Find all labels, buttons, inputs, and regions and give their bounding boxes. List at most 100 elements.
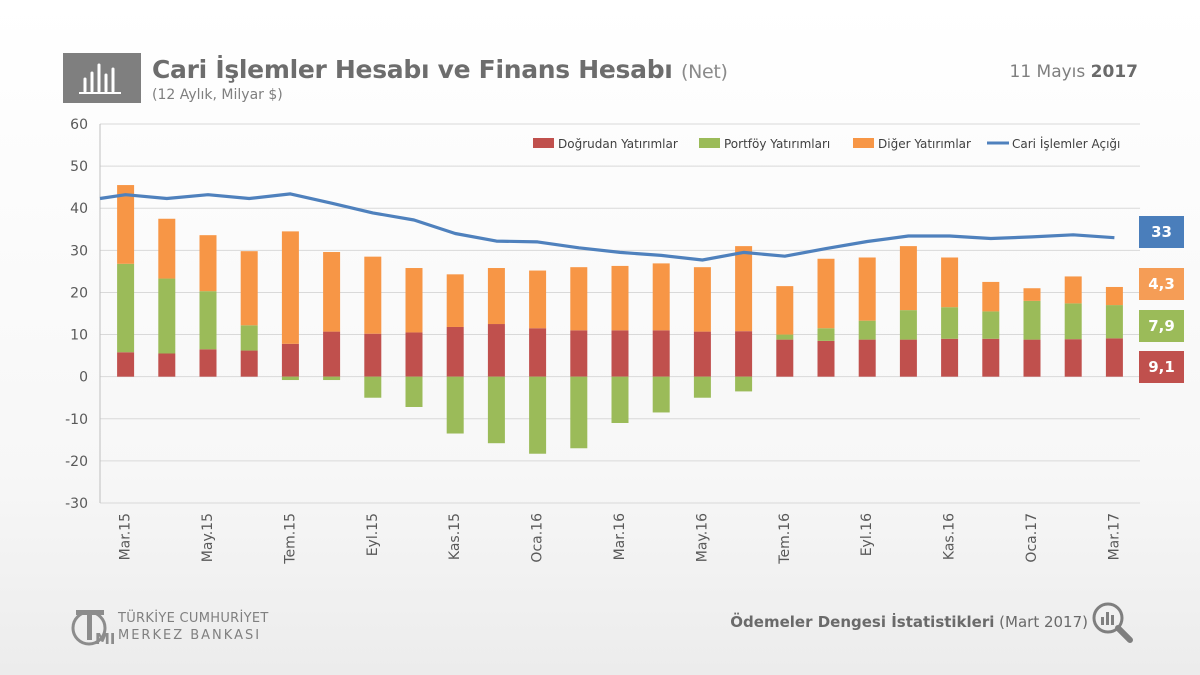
page-title: Cari İşlemler Hesabı ve Finans Hesabı (N… [152,55,728,84]
svg-text:MB: MB [95,630,114,648]
legend-label: Cari İşlemler Açığı [1012,136,1120,151]
badge-other-investment: 4,3 [1139,268,1184,300]
date-day-month: 11 Mayıs [1009,62,1086,82]
date-year: 2017 [1090,62,1138,82]
bar-direct-investment [570,330,588,377]
report-date: 11 Mayıs 2017 [1010,62,1139,82]
central-bank-logo: MB [71,610,114,648]
bar-other-investment [446,274,464,327]
bar-portfolio-investment [776,334,794,340]
legend-label: Portföy Yatırımları [724,137,830,151]
bar-portfolio-investment [364,376,382,398]
bar-direct-investment [693,331,711,377]
y-tick-label: 50 [70,159,88,175]
title-suffix: (Net) [680,61,728,83]
title-main: Cari İşlemler Hesabı ve Finans Hesabı [152,55,673,84]
bar-direct-investment [487,324,505,377]
bar-direct-investment [899,339,917,377]
bar-portfolio-investment [652,376,670,413]
bar-direct-investment [117,352,135,377]
y-tick-label: -10 [65,412,88,428]
bar-direct-investment [858,339,876,377]
bar-portfolio-investment [158,278,176,354]
y-tick-label: 60 [70,117,88,133]
y-tick-label: -30 [65,496,88,512]
legend-label: Diğer Yatırımlar [878,137,971,151]
x-tick-label: Oca.16 [530,513,546,563]
source-title: Ödemeler Dengesi İstatistikleri [730,613,995,631]
x-tick-label: Tem.16 [777,513,793,565]
bar-portfolio-investment [1064,303,1082,340]
bar-other-investment [817,258,835,329]
bar-portfolio-investment [941,307,959,339]
x-tick-label: Oca.17 [1024,513,1040,563]
x-tick-label: Kas.15 [447,513,463,560]
y-tick-label: 30 [70,243,88,259]
bar-direct-investment [611,330,629,377]
bar-portfolio-investment [529,376,547,454]
bar-direct-investment [735,331,753,377]
bar-portfolio-investment [1023,300,1041,340]
bar-portfolio-investment [899,310,917,340]
bar-other-investment [323,252,341,332]
bar-other-investment [199,235,217,292]
bar-other-investment [158,218,176,279]
bar-other-investment [776,286,794,335]
bar-other-investment [1064,276,1082,304]
bar-portfolio-investment [982,311,1000,339]
x-tick-label: Eyl.15 [365,513,381,556]
x-tick-label: May.15 [200,513,216,562]
legend-label: Doğrudan Yatırımlar [558,137,678,151]
bar-direct-investment [1023,339,1041,377]
y-tick-label: 10 [70,328,88,344]
bar-other-investment [858,257,876,321]
bar-portfolio-investment [240,325,258,351]
badge-current-account: 33 [1139,216,1184,248]
bar-direct-investment [281,343,299,377]
bar-other-investment [570,267,588,331]
bar-direct-investment [240,350,258,377]
legend-swatch [853,138,874,148]
source-period: (Mart 2017) [999,613,1088,631]
bar-other-investment [529,270,547,329]
bar-portfolio-investment [611,376,629,423]
bar-other-investment [693,267,711,332]
logo-text-line1: TÜRKİYE CUMHURİYET [118,611,269,626]
bar-other-investment [982,281,1000,312]
bar-direct-investment [652,330,670,377]
legend-swatch [533,138,554,148]
bar-other-investment [281,231,299,344]
badge-direct-investment: 9,1 [1139,351,1184,383]
bar-direct-investment [1105,338,1123,377]
bar-direct-investment [158,353,176,377]
bar-other-investment [1105,286,1123,306]
bar-other-investment [117,185,135,264]
bar-direct-investment [817,340,835,377]
bar-other-investment [487,268,505,325]
bar-other-investment [735,246,753,332]
bar-direct-investment [982,338,1000,377]
y-tick-label: 40 [70,201,88,217]
bar-direct-investment [405,332,423,377]
bar-direct-investment [776,339,794,377]
bar-direct-investment [199,349,217,377]
bar-other-investment [652,263,670,331]
x-tick-label: May.16 [694,513,710,562]
bar-other-investment [941,257,959,308]
badge-portfolio-investment: 7,9 [1139,310,1184,342]
bar-portfolio-investment [858,320,876,340]
title-chart-icon-box [63,53,141,103]
bar-other-investment [899,246,917,311]
bar-portfolio-investment [323,376,341,381]
bar-portfolio-investment [281,376,299,381]
bar-direct-investment [364,333,382,377]
x-tick-label: Tem.15 [282,513,298,565]
bar-chart-icon [79,63,121,94]
line-current-account-deficit [99,192,1115,262]
magnifier-chart-icon [1092,602,1133,643]
bar-portfolio-investment [117,263,135,353]
bar-portfolio-investment [817,328,835,341]
x-tick-label: Eyl.16 [859,513,875,556]
legend-swatch [699,138,720,148]
